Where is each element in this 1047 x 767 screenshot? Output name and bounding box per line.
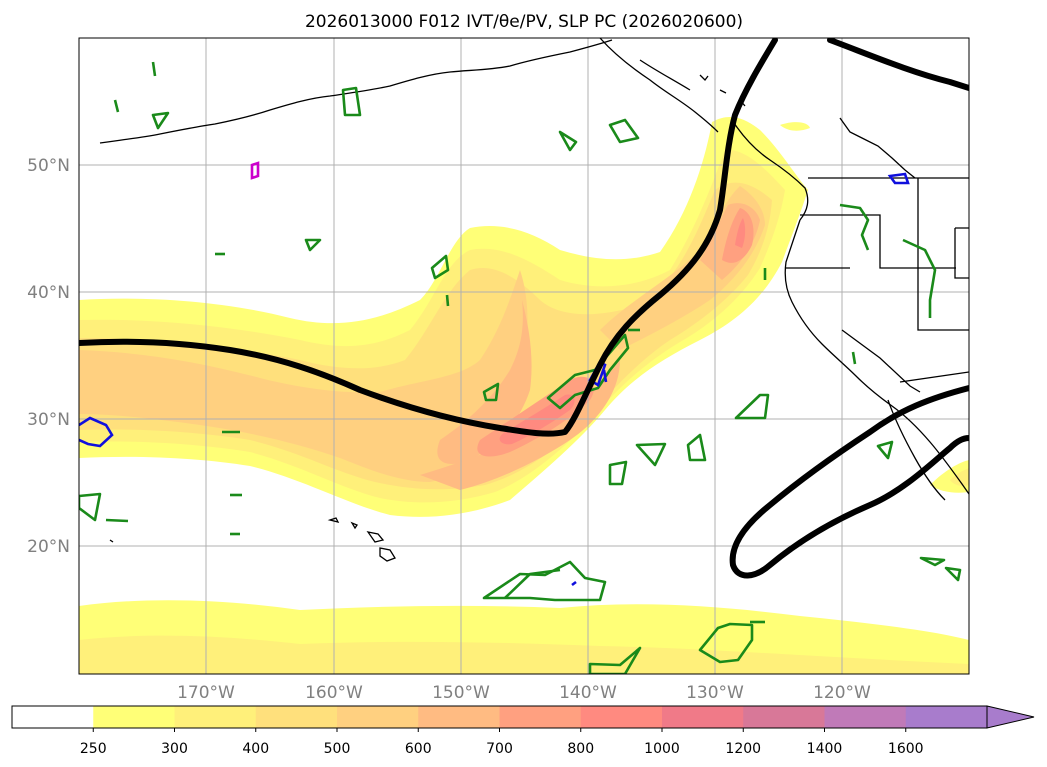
lat-label-30n: 30°N — [27, 410, 70, 430]
colorbar-swatches — [12, 706, 988, 728]
lon-label-150w: 150°W — [432, 683, 490, 703]
lon-label-120w: 120°W — [813, 683, 871, 703]
lon-label-170w: 170°W — [177, 683, 235, 703]
alaska-peninsula-coast — [99, 39, 613, 144]
colorbar-tick-label: 1200 — [725, 741, 761, 757]
colorbar-tick-label: 300 — [161, 741, 188, 757]
colorbar-swatch — [580, 706, 663, 728]
pv-contours — [79, 61, 962, 674]
colorbar-tick-label: 1400 — [807, 741, 843, 757]
colorbar-tick-label: 500 — [324, 741, 351, 757]
map-panel — [78, 37, 970, 675]
colorbar-swatch — [12, 706, 94, 728]
figure-title: 2026013000 F012 IVT/θe/PV, SLP PC (20260… — [305, 12, 743, 32]
colorbar-swatch — [824, 706, 907, 728]
colorbar: 250 300 400 500 600 700 800 1000 1200 1400 1600 — [11, 705, 1035, 757]
lon-label-160w: 160°W — [305, 683, 363, 703]
west-coast-us — [784, 219, 969, 495]
colorbar-extend-arrow — [986, 705, 1035, 729]
colorbar-swatch — [255, 706, 338, 728]
lat-label-50n: 50°N — [27, 156, 70, 176]
colorbar-tick-label: 700 — [486, 741, 513, 757]
colorbar-swatch — [174, 706, 257, 728]
colorbar-swatch — [93, 706, 176, 728]
lon-label-140w: 140°W — [559, 683, 617, 703]
colorbar-swatch — [499, 706, 582, 728]
hawaii-islands — [327, 517, 396, 562]
colorbar-tick-label: 600 — [405, 741, 432, 757]
colorbar-tick-label: 250 — [80, 741, 107, 757]
latitude-labels: 20°N 30°N 40°N 50°N — [27, 156, 70, 557]
graticule — [79, 38, 969, 674]
longitude-labels: 170°W 160°W 150°W 140°W 130°W 120°W — [177, 683, 871, 703]
colorbar-swatch — [905, 706, 988, 728]
colorbar-swatch — [743, 706, 826, 728]
colorbar-tick-label: 400 — [242, 741, 269, 757]
colorbar-swatch — [418, 706, 501, 728]
slp-contour-trough — [729, 385, 969, 579]
coastlines — [99, 38, 969, 562]
lat-label-40n: 40°N — [27, 283, 70, 303]
slp-contour-main — [79, 38, 778, 437]
slp-contour-north — [827, 38, 969, 91]
colorbar-tick-label: 1600 — [888, 741, 924, 757]
colorbar-ticks: 250 300 400 500 600 700 800 1000 1200 1400 1600 — [80, 728, 924, 757]
lon-label-130w: 130°W — [686, 683, 744, 703]
colorbar-swatch — [662, 706, 744, 728]
colorbar-swatch — [337, 706, 419, 728]
ivt-shading — [79, 116, 969, 674]
colorbar-tick-label: 1000 — [644, 741, 680, 757]
lat-label-20n: 20°N — [27, 537, 70, 557]
slp-contours — [79, 38, 969, 579]
colorbar-tick-label: 800 — [567, 741, 594, 757]
ivt-ar-500 — [79, 270, 528, 482]
